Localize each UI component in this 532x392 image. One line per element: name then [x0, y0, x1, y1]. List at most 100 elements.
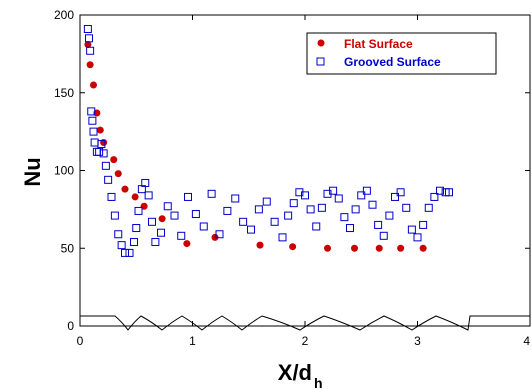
flat-surface-point	[96, 126, 104, 134]
grooved-surface-point	[262, 197, 271, 206]
flat-surface-point	[100, 139, 108, 147]
flat-surface-point	[375, 244, 383, 252]
y-axis: 0 50 100 150 200	[54, 8, 530, 333]
legend-box	[306, 32, 497, 75]
grooved-surface-point	[90, 138, 99, 147]
flat-surface-point	[351, 244, 358, 252]
grooved-surface-point	[396, 188, 405, 197]
x-tick-label: 1	[189, 334, 196, 348]
grooved-surface-point	[334, 194, 343, 203]
grooved-surface-point	[207, 189, 216, 198]
grooved-surface-point	[430, 192, 439, 201]
grooved-surface-point	[254, 205, 263, 214]
flat-surface-point	[183, 240, 191, 248]
grooved-surface-point	[407, 225, 416, 234]
grooved-surface-point	[385, 211, 394, 220]
grooved-surface-point	[104, 175, 113, 184]
grooved-surface-point	[99, 149, 108, 158]
grooved-surface-point	[157, 228, 165, 237]
baseline-groove-trace	[80, 315, 530, 331]
flat-surface-point	[397, 244, 405, 252]
legend: Flat Surface Grooved Surface	[306, 32, 497, 75]
grooved-surface-point	[121, 248, 129, 257]
grooved-surface-point	[362, 186, 371, 195]
y-tick-label: 150	[54, 86, 74, 100]
y-tick-label: 100	[54, 164, 74, 178]
grooved-surface-point	[83, 24, 92, 33]
grooved-surface-point	[413, 233, 422, 242]
flat-surface-point	[324, 244, 331, 252]
grooved-surface-point	[86, 46, 95, 55]
flat-surface-point	[211, 233, 219, 241]
y-tick-label: 0	[67, 319, 74, 333]
grooved-surface-point	[177, 231, 186, 240]
grooved-surface-point	[312, 222, 321, 231]
flat-surface-point	[84, 41, 92, 49]
grooved-surface-point	[317, 203, 326, 212]
grooved-surface-point	[445, 188, 453, 197]
flat-surface-point	[121, 185, 129, 193]
grooved-surface-point	[402, 203, 411, 212]
grooved-surface-point	[148, 217, 156, 226]
grooved-surface-point	[87, 107, 96, 116]
y-tick-label: 50	[61, 241, 75, 255]
legend-label-flat-surface: Flat Surface	[344, 37, 413, 51]
grooved-surface-point	[95, 147, 104, 156]
grooved-surface-point	[270, 217, 279, 226]
grooved-surface-point	[247, 225, 255, 234]
grooved-surface-point	[239, 217, 248, 226]
grooved-surface-point	[284, 211, 293, 220]
grooved-surface-point	[191, 210, 200, 219]
flat-surface-point	[158, 215, 166, 223]
grooved-surface-point	[436, 186, 444, 195]
grooved-surface-point	[223, 206, 232, 215]
legend-marker-flat-surface	[317, 39, 325, 47]
grooved-surface-point	[101, 161, 110, 170]
flat-surface-point	[90, 81, 97, 89]
grooved-surface-point	[110, 211, 119, 220]
grooved-surface-point	[357, 191, 366, 200]
x-axis: 0 1 2 3 4	[77, 15, 531, 348]
y-axis-title: Nu	[20, 157, 45, 186]
grooved-surface-point	[170, 211, 179, 220]
flat-surface-point	[110, 156, 118, 164]
legend-marker-grooved-surface	[316, 57, 325, 66]
flat-surface-point	[289, 243, 297, 251]
grooved-surface-point	[114, 230, 123, 239]
grooved-surface-point	[199, 222, 208, 231]
grooved-surface-point	[368, 200, 377, 209]
flat-surface-point	[256, 241, 264, 249]
x-axis-title: X/d	[278, 360, 312, 385]
grooved-surface-point	[117, 241, 126, 250]
grooved-surface-point	[278, 233, 287, 242]
grooved-surface-point	[215, 230, 224, 239]
flat-surface-point	[419, 244, 427, 252]
grooved-surface-point	[134, 206, 143, 215]
flat-surface-point	[114, 170, 122, 178]
grooved-surface-point	[89, 127, 98, 136]
grooved-surface-point	[184, 192, 192, 201]
grooved-surface-point	[346, 224, 354, 233]
grooved-surface-point	[107, 192, 116, 201]
legend-label-grooved-surface: Grooved Surface	[344, 55, 441, 69]
grooved-surface-point	[97, 140, 106, 149]
grooved-surface-point	[151, 238, 160, 247]
grooved-surface-point	[391, 192, 399, 201]
flat-surface-point	[86, 61, 94, 69]
x-tick-label: 3	[414, 334, 421, 348]
grooved-surface-point	[424, 203, 433, 212]
grooved-surface-point	[419, 220, 428, 229]
grooved-surface-point	[85, 34, 93, 43]
grooved-surface-point	[92, 147, 101, 156]
grooved-surface-point	[329, 186, 338, 195]
grooved-surface-point	[144, 191, 153, 200]
grooved-surface-point	[301, 191, 309, 200]
flat-surface-point	[131, 193, 139, 201]
grooved-surface-point	[125, 248, 134, 257]
grooved-surface-point	[379, 231, 388, 240]
grooved-surface-point	[289, 199, 298, 208]
grooved-surface-point	[163, 202, 172, 211]
grooved-surface-point	[141, 178, 150, 187]
grooved-surface-point	[130, 238, 138, 247]
